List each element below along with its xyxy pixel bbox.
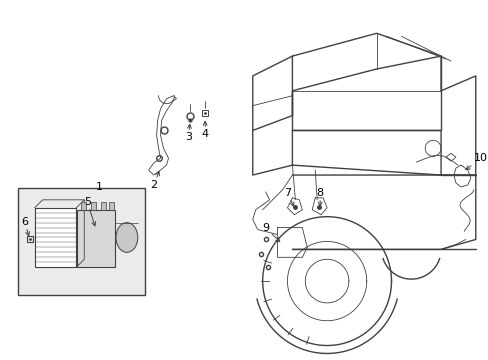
Bar [81,202,86,210]
Text: 7: 7 [284,188,293,206]
Text: 2: 2 [150,172,159,190]
Text: 5: 5 [83,197,96,226]
Text: 3: 3 [184,124,191,142]
Text: 10: 10 [465,153,487,170]
Text: 4: 4 [201,121,208,139]
Bar [101,202,106,210]
Text: 8: 8 [316,188,323,206]
Bar [109,202,114,210]
Bar [77,210,115,267]
Text: 6: 6 [21,217,29,236]
Text: 9: 9 [262,222,279,242]
Bar [35,208,76,267]
Ellipse shape [116,222,138,252]
Bar [91,202,96,210]
Bar [18,188,144,295]
Text: 1: 1 [96,182,102,192]
